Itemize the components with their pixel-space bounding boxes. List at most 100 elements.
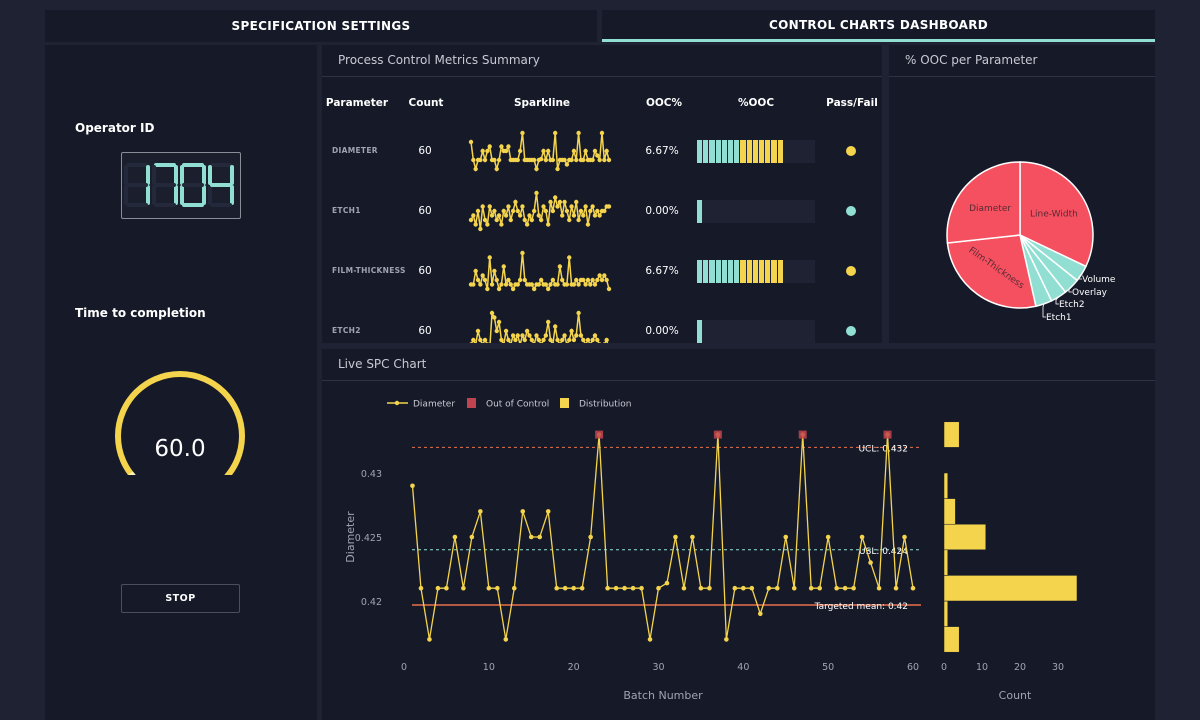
sparkline-point	[569, 328, 574, 334]
diameter-data-point	[817, 585, 822, 591]
sparkline-point	[482, 157, 488, 163]
header-ooc-bar: %OOC	[737, 97, 775, 109]
out-of-control-marker	[883, 430, 892, 439]
sparkline-point	[595, 153, 600, 158]
sparkline-point	[581, 157, 586, 163]
sparkline-point	[471, 157, 476, 163]
sparkline-point	[489, 310, 495, 316]
sparkline-point	[564, 282, 570, 287]
sparkline-point	[469, 342, 473, 343]
sparkline-point	[508, 282, 513, 287]
sparkline-point	[481, 342, 485, 343]
sparkline-point	[584, 342, 588, 343]
sparkline-point	[576, 130, 581, 136]
diameter-data-point	[537, 534, 543, 540]
stop-button[interactable]: STOP	[121, 584, 240, 613]
sparkline-point	[592, 213, 598, 218]
diameter-data-point	[579, 585, 585, 591]
sparkline-point	[571, 148, 577, 154]
sparkline-point	[569, 204, 574, 209]
header-pass-fail: Pass/Fail	[826, 97, 878, 109]
sparkline-point	[538, 156, 544, 162]
histogram-bar	[943, 472, 949, 499]
ooc-bar-segment	[697, 140, 703, 163]
sparkline-point	[595, 277, 600, 283]
sparkline-point	[520, 130, 525, 136]
sparkline-point	[517, 277, 523, 283]
tab-control-charts-dashboard[interactable]: CONTROL CHARTS DASHBOARD	[602, 10, 1155, 42]
sparkline-point	[520, 250, 525, 256]
header-ooc-percent: OOC%	[645, 97, 683, 109]
out-of-control-marker	[798, 430, 807, 439]
sparkline-point	[545, 319, 551, 325]
sparkline-point	[541, 148, 546, 154]
diameter-data-point	[707, 585, 712, 591]
sparkline-point	[501, 208, 506, 214]
histogram-bar	[943, 421, 960, 448]
ooc-bar-segment	[709, 260, 715, 283]
reference-line-label: UCL: 0.432	[858, 444, 908, 454]
pie-label-leader	[1068, 286, 1072, 293]
sparkline-point	[545, 286, 551, 292]
sparkline-point	[508, 217, 513, 223]
row-ooc-percent: 0.00%	[645, 205, 679, 217]
row-parameter: ETCH1	[332, 206, 361, 215]
sparkline-point	[604, 337, 609, 343]
left-panel: Operator ID Time to completion 60.0 STOP	[45, 45, 317, 720]
sparkline-point	[489, 282, 495, 287]
sparkline-point	[585, 277, 591, 283]
pie-label-leader	[1042, 303, 1046, 318]
sparkline-point	[503, 148, 509, 154]
y-tick-label: 0.425	[355, 533, 382, 544]
sparkline-point	[578, 333, 584, 338]
sparkline-point	[583, 148, 588, 154]
sparkline-point	[478, 282, 483, 287]
pie-slice-diameter	[946, 161, 1021, 244]
sparkline-point	[564, 208, 570, 214]
header-sparkline: Sparkline	[513, 97, 571, 109]
sparkline-point	[606, 157, 612, 163]
sparkline-point	[534, 166, 539, 172]
sparkline-point	[492, 268, 497, 274]
histogram-bar	[943, 575, 1078, 602]
legend-label: Out of Control	[486, 400, 549, 410]
ooc-bar-segment	[709, 140, 715, 163]
sparkline-point	[574, 333, 579, 338]
sparkline-point	[539, 342, 543, 343]
histogram-tick-label: 0	[941, 662, 947, 673]
sparkline-point	[510, 286, 516, 292]
ooc-bar-segment	[765, 140, 771, 163]
sparkline-point	[550, 157, 556, 163]
diameter-data-point	[520, 509, 526, 514]
legend-label: Diameter	[413, 400, 455, 410]
diameter-data-point	[418, 585, 424, 591]
metrics-title: Process Control Metrics Summary	[338, 53, 540, 67]
sparkline-point	[574, 277, 579, 283]
diameter-data-point	[910, 585, 916, 591]
row-sparkline	[468, 190, 612, 232]
sparkline-point	[588, 208, 593, 214]
divider	[889, 76, 1155, 77]
sparkline-point	[482, 337, 488, 343]
sparkline-point	[480, 273, 485, 278]
ooc-bar-segment	[728, 260, 734, 283]
sparkline-point	[604, 277, 609, 283]
row-ooc-percent: 0.00%	[645, 325, 679, 337]
diameter-data-point	[486, 585, 492, 591]
tab-specification-settings[interactable]: SPECIFICATION SETTINGS	[45, 10, 597, 42]
diameter-data-point	[808, 585, 814, 591]
ooc-bar-segment	[752, 260, 758, 283]
sparkline-point	[543, 333, 549, 338]
sparkline-point	[606, 286, 612, 292]
row-ooc-percent: 6.67%	[645, 265, 679, 277]
diameter-data-point	[876, 585, 882, 591]
sparkline-point	[492, 208, 497, 214]
sparkline-point	[555, 282, 560, 287]
diameter-data-point	[427, 637, 432, 642]
sparkline-point	[503, 213, 509, 218]
ooc-bar-segment	[703, 140, 709, 163]
diameter-data-point	[410, 483, 415, 489]
gauge-start-marker	[128, 471, 136, 475]
sparkline-point	[515, 157, 520, 163]
diameter-data-point	[724, 637, 729, 642]
